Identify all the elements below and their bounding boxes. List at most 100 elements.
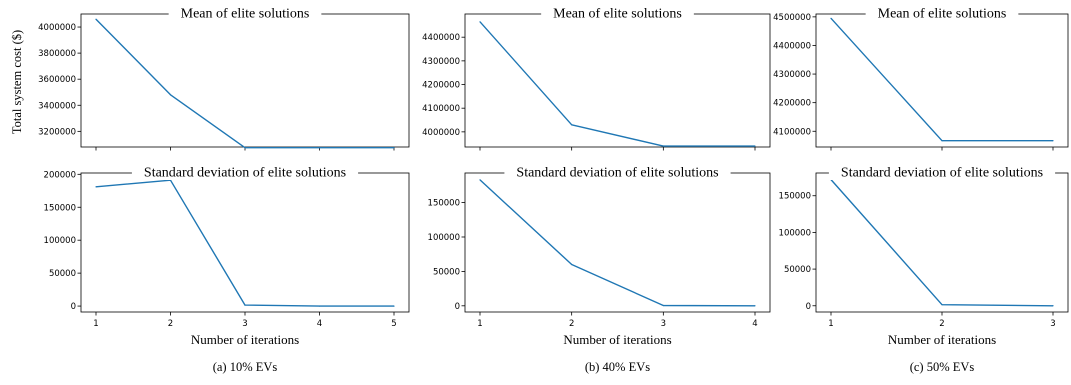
std-series-line [830,179,1054,307]
axes-frame [815,172,1069,313]
subfigure-caption: (b) 40% EVs [585,360,650,374]
mean-series-line [479,21,755,147]
x-axis-label: Number of iterations [191,332,299,347]
x-tick-label: 1 [828,319,833,329]
y-tick-label: 3800000 [38,49,76,59]
chart-column-1: 32000003400000360000038000004000000Mean … [38,6,410,374]
mean-panel: 3200000 3400000 3600000 3800000 4000000 Mean … [38,6,410,151]
mean-data-point [479,21,481,23]
mean-data-point [830,17,832,19]
std-panel: 0 50000 100000 150000 1 2 3 Standard deviation … [779,165,1069,329]
std-data-point [941,304,943,306]
y-tick-label: 50000 [784,265,811,275]
std-panel-title: Standard deviation of elite solutions [144,166,346,181]
std-data-point [571,263,573,266]
y-tick-label: 100000 [44,236,76,246]
x-tick-label: 5 [391,319,396,329]
y-tick-label: 4400000 [422,33,460,43]
mean-data-point [318,147,321,149]
x-tick-label: 4 [752,319,757,329]
x-tick-label: 4 [317,319,322,329]
y-tick-label: 200000 [44,170,76,180]
axes-frame [464,172,771,313]
y-tick-label: 0 [455,302,460,312]
y-tick-label: 4400000 [773,41,811,51]
chart-column-3: 4100000 4200000 4300000 4400000 4500000 Mean … [773,6,1069,374]
x-tick-label: 3 [1050,319,1055,329]
mean-data-point [754,145,756,147]
y-tick-label: 100000 [779,228,811,238]
subfigure-caption: (a) 10% EVs [213,360,278,374]
title-background [131,165,359,180]
title-background [828,165,1056,180]
x-tick-label: 1 [477,319,482,329]
std-data-point [754,305,756,307]
x-tick-label: 3 [661,319,666,329]
x-tick-label: 2 [569,319,574,329]
axes-frame [815,13,1069,148]
y-tick-label: 4300000 [422,57,460,67]
mean-panel: 4000000 4100000 4200000 4300000 4400000 Mean … [422,6,771,151]
std-panel: 0 50000 100000 150000 1 2 3 4 Standard deviation… [428,165,771,329]
y-tick-label: 4500000 [773,13,811,23]
mean-data-point [393,147,395,149]
std-series-line [95,179,394,307]
y-tick-label: 3200000 [38,127,76,137]
std-panel-title: Standard deviation of elite solutions [516,166,718,181]
mean-data-point [941,140,943,142]
std-data-point [393,305,395,307]
mean-panel: 4100000 4200000 4300000 4400000 4500000 Mean … [773,6,1069,151]
subfigure-caption: (c) 50% EVs [910,360,975,374]
x-axis-label: Number of iterations [563,332,671,347]
x-tick-label: 1 [93,319,98,329]
std-data-point [1052,305,1054,307]
x-tick-label: 2 [939,319,944,329]
title-background [168,6,322,21]
y-tick-label: 0 [806,302,811,312]
mean-panel-title: Mean of elite solutions [878,7,1007,22]
std-series-line [479,179,756,307]
y-tick-label: 4200000 [422,81,460,91]
y-tick-label: 100000 [428,233,460,243]
std-data-point [318,305,321,307]
std-panel-title: Standard deviation of elite solutions [841,166,1043,181]
x-tick-label: 3 [242,319,247,329]
std-data-point [95,186,97,188]
y-tick-label: 150000 [428,199,460,209]
std-data-point [479,179,481,181]
title-background [865,6,1019,21]
axes-frame [464,13,771,148]
y-tick-label: 4100000 [422,104,460,114]
y-tick-label: 3400000 [38,101,76,111]
std-data-point [662,304,664,307]
std-data-point [244,304,246,306]
title-background [504,165,731,180]
plots: 32000003400000360000038000004000000Mean … [38,6,1069,374]
mean-data-point [1052,140,1054,142]
title-background [541,6,694,21]
mean-data-point [244,147,246,149]
y-tick-label: 4000000 [422,128,460,138]
y-tick-label: 4200000 [773,99,811,109]
mean-panel-title: Mean of elite solutions [553,7,682,22]
axes-frame [80,172,410,313]
axes-frame [80,13,410,148]
mean-data-point [662,145,664,147]
y-tick-label: 4300000 [773,70,811,80]
chart-column-2: 40000004100000420000043000004400000Mean … [422,6,771,374]
mean-data-point [95,18,97,20]
y-tick-label: 150000 [779,192,811,202]
y-tick-label: 3600000 [38,75,76,85]
mean-data-point [571,124,573,126]
y-tick-label: 50000 [49,269,76,279]
y-tick-label: 0 [71,302,76,312]
y-tick-label: 50000 [433,267,460,277]
std-panel: 0 50000 100000 150000 200000 1 2 3 4 5 Standard de… [44,165,410,329]
x-axis-label: Number of iterations [888,332,996,347]
mean-series-line [95,18,394,149]
mean-panel-title: Mean of elite solutions [181,7,310,22]
y-tick-label: 4100000 [773,127,811,137]
y-tick-label: 150000 [44,203,76,213]
y-axis-label: Total system cost ($) [10,30,24,134]
